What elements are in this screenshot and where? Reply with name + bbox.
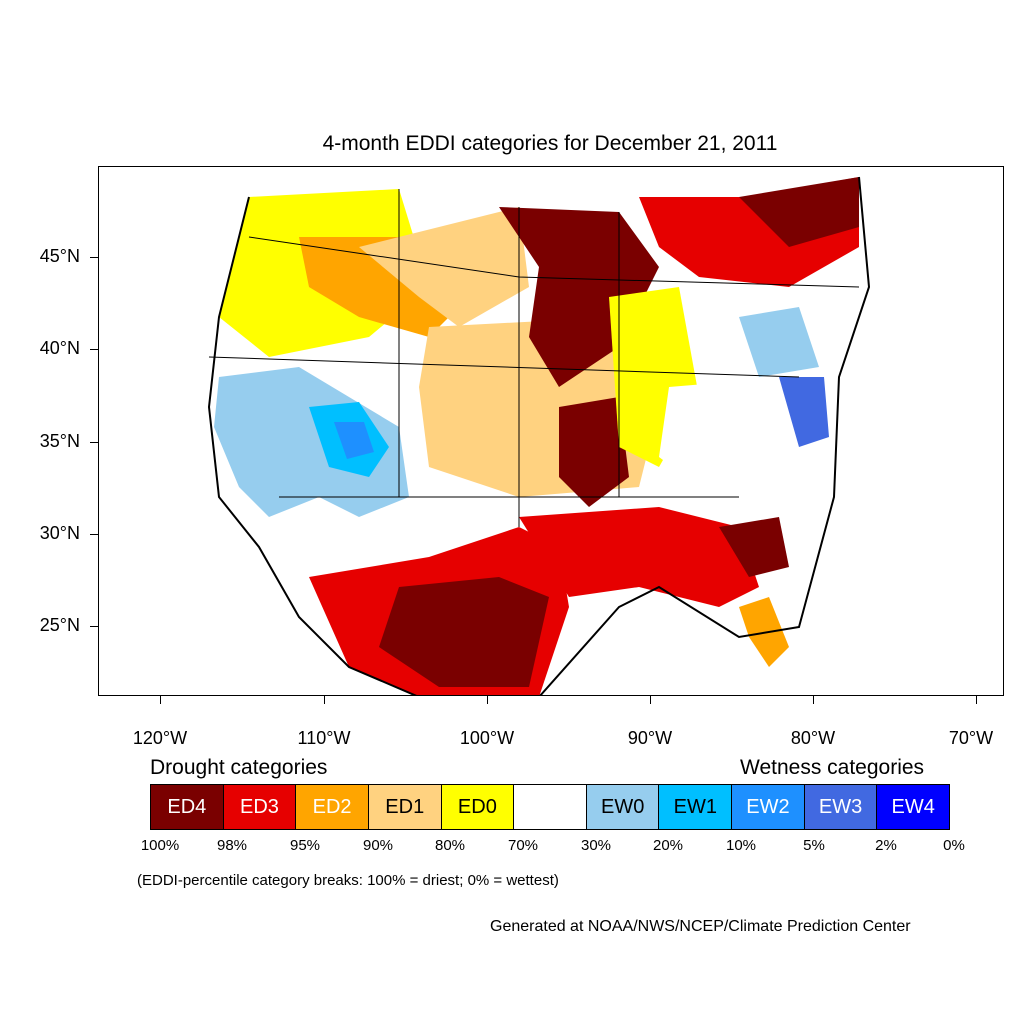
lon-tick	[324, 696, 325, 704]
lon-tick	[487, 696, 488, 704]
map-region-texas-core	[379, 577, 549, 687]
lon-label-90w: 90°W	[627, 728, 673, 748]
drought-categories-heading: Drought categories	[150, 756, 328, 779]
lat-label-40n: 40°N	[39, 338, 80, 358]
percentile-label: 90%	[362, 837, 394, 854]
map-region-northeast-core	[739, 177, 859, 247]
lon-label-110w: 110°W	[297, 728, 351, 748]
percentile-label: 95%	[289, 837, 321, 854]
lat-tick	[90, 257, 98, 258]
lon-label-100w: 100°W	[459, 728, 515, 748]
map-region-southeast-georgia	[719, 517, 789, 577]
legend-swatch-ed2: ED2	[296, 785, 369, 829]
percentile-label: 10%	[725, 837, 757, 854]
legend-swatch-ew1: EW1	[659, 785, 733, 829]
lon-label-120w: 120°W	[132, 728, 188, 748]
lat-label-30n: 30°N	[39, 523, 80, 543]
coastline	[207, 176, 871, 695]
map-region-southwest-ew2	[334, 422, 374, 459]
eddi-map	[207, 176, 871, 695]
legend-swatch-ew3: EW3	[804, 785, 878, 829]
percentile-label: 80%	[434, 837, 466, 854]
map-region-southern-mississippi-valley	[559, 397, 629, 507]
credit-line: Generated at NOAA/NWS/NCEP/Climate Predi…	[490, 918, 911, 935]
map-frame	[98, 166, 1004, 696]
percentile-label: 20%	[652, 837, 684, 854]
percentile-label: 70%	[507, 837, 539, 854]
lon-label-70w: 70°W	[948, 728, 994, 748]
lon-label-80w: 80°W	[790, 728, 836, 748]
percentile-label: 30%	[580, 837, 612, 854]
legend-swatch-ed3: ED3	[223, 785, 297, 829]
map-region-gulf-coast	[519, 507, 759, 607]
lon-tick	[813, 696, 814, 704]
legend-note: (EDDI-percentile category breaks: 100% =…	[137, 872, 559, 889]
legend-swatch-ew0: EW0	[586, 785, 660, 829]
legend-swatch-ew2: EW2	[732, 785, 805, 829]
lon-tick	[160, 696, 161, 704]
map-region-mid-atlantic	[779, 377, 829, 447]
lon-tick	[650, 696, 651, 704]
lat-tick	[90, 626, 98, 627]
lat-label-25n: 25°N	[39, 615, 80, 635]
map-region-northern-rockies-tan	[359, 207, 529, 327]
legend-swatch-ed1: ED1	[368, 785, 442, 829]
lat-tick	[90, 442, 98, 443]
state-boundaries	[208, 189, 860, 527]
lat-label-45n: 45°N	[39, 246, 80, 266]
wetness-categories-heading: Wetness categories	[740, 756, 925, 779]
legend-swatch-neutral	[514, 785, 587, 829]
percentile-label: 0%	[943, 837, 965, 854]
lat-tick	[90, 534, 98, 535]
percentile-label: 98%	[216, 837, 248, 854]
legend-swatch-ed0: ED0	[441, 785, 515, 829]
lon-tick	[976, 696, 977, 704]
map-region-northeast-ew0	[739, 307, 819, 377]
percentile-label: 5%	[803, 837, 825, 854]
percentile-label: 2%	[875, 837, 897, 854]
map-title: 4-month EDDI categories for December 21,…	[322, 132, 778, 155]
legend-swatch-ed4: ED4	[151, 785, 224, 829]
map-region-ohio-valley	[659, 377, 799, 487]
lat-label-35n: 35°N	[39, 431, 80, 451]
legend-color-bar: ED4 ED3 ED2 ED1 ED0 EW0 EW1 EW2 EW3 EW4	[150, 784, 950, 830]
lat-tick	[90, 349, 98, 350]
percentile-label: 100%	[140, 837, 180, 854]
legend-swatch-ew4: EW4	[877, 785, 950, 829]
